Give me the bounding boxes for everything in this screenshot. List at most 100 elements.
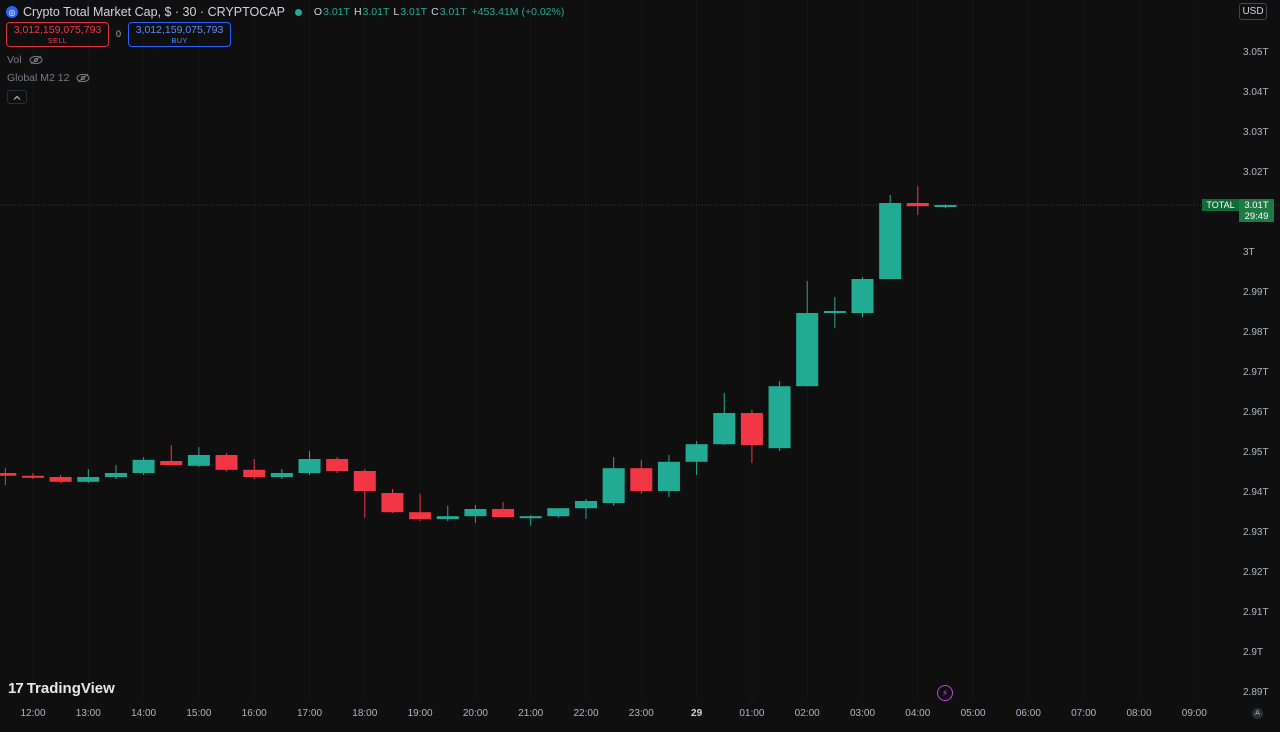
price-tick-label: 2.91T <box>1243 607 1269 618</box>
candle-body <box>132 459 155 473</box>
candle-body <box>353 471 376 491</box>
candle <box>0 468 17 485</box>
time-tick-label: 01:00 <box>739 708 765 719</box>
candle-body <box>104 473 127 477</box>
indicator-global-m2[interactable]: Global M2 12 <box>7 72 90 84</box>
candle-body <box>409 512 432 519</box>
market-status-dot <box>294 8 302 16</box>
price-tick-label: 2.95T <box>1243 447 1269 458</box>
indicator-vol-label: Vol <box>7 54 22 66</box>
last-price-value: 3.01T <box>1244 199 1269 211</box>
tradingview-wordmark: TradingView <box>26 680 115 697</box>
candle-body <box>22 475 44 478</box>
candle-body <box>298 459 321 473</box>
candle-body <box>575 501 597 509</box>
price-tick-label: 3T <box>1243 247 1255 258</box>
candle <box>77 469 100 483</box>
candle-body <box>879 203 902 279</box>
tradingview-mark-icon: 17 <box>8 680 24 697</box>
time-tick-label: 17:00 <box>296 708 323 719</box>
candle <box>187 447 210 467</box>
candle-body <box>934 205 957 207</box>
candle <box>713 393 736 445</box>
price-tick-label: 2.89T <box>1243 687 1269 698</box>
candle <box>160 445 183 465</box>
candle-body <box>49 477 72 482</box>
candle <box>685 441 708 475</box>
candle <box>464 505 487 523</box>
high-label: H <box>353 6 362 18</box>
spread-value: 0 <box>116 29 122 39</box>
last-price-label: 3.01T 29:49 <box>1239 199 1274 222</box>
candle <box>796 281 819 387</box>
price-tick-label: 3.03T <box>1243 127 1269 138</box>
close-value: 3.01T <box>439 6 467 18</box>
price-tick-label: 3.04T <box>1243 87 1269 98</box>
time-tick-label: 19:00 <box>407 708 433 719</box>
candle-body <box>796 313 819 387</box>
collapse-indicators-button[interactable] <box>7 90 27 104</box>
candle <box>657 455 680 497</box>
time-tick-label: 07:00 <box>1071 708 1097 719</box>
candle <box>602 457 625 506</box>
candle <box>575 499 597 519</box>
price-tick-label: 2.9T <box>1243 647 1264 658</box>
time-tick-label: 21:00 <box>518 708 544 719</box>
candle <box>547 508 570 518</box>
candle-body <box>519 516 542 519</box>
candle-body <box>77 477 100 482</box>
time-tick-label: 14:00 <box>131 708 157 719</box>
lightning-icon[interactable]: ⚡ <box>937 685 953 701</box>
low-value: 3.01T <box>400 6 428 18</box>
candle <box>934 204 957 209</box>
candle-body <box>160 461 183 465</box>
candle-body <box>768 386 791 449</box>
candle-body <box>630 468 653 491</box>
candle-body <box>713 413 736 445</box>
symbol-price-tag: TOTAL <box>1202 199 1239 211</box>
candle <box>215 453 238 471</box>
candle <box>630 459 653 494</box>
indicator-vol[interactable]: Vol <box>7 54 43 66</box>
candle <box>768 381 791 451</box>
bar-countdown: 29:49 <box>1244 210 1269 222</box>
candle-body <box>657 461 680 491</box>
open-label: O <box>313 6 323 18</box>
candle <box>436 505 459 521</box>
candle <box>906 186 929 215</box>
sell-button[interactable]: 3,012,159,075,793 SELL <box>6 22 109 47</box>
candle <box>298 451 321 475</box>
eye-slash-icon[interactable] <box>76 73 90 83</box>
price-tick-label: 2.97T <box>1243 367 1269 378</box>
price-tick-label: 2.94T <box>1243 487 1269 498</box>
time-tick-label: 18:00 <box>352 708 378 719</box>
candle <box>519 515 542 526</box>
candle <box>851 277 874 317</box>
price-tick-label: 2.92T <box>1243 567 1269 578</box>
candle-body <box>270 473 293 477</box>
candle-body <box>851 279 874 313</box>
symbol-title[interactable]: Crypto Total Market Cap, $ · 30 · CRYPTO… <box>23 5 285 19</box>
buy-label: BUY <box>171 35 188 45</box>
time-tick-label: 13:00 <box>75 708 101 719</box>
candle <box>353 469 376 518</box>
time-tick-label: 15:00 <box>186 708 212 719</box>
candle-body <box>436 516 459 519</box>
currency-selector[interactable]: USD <box>1239 3 1267 20</box>
candle <box>492 501 515 517</box>
time-tick-label: 06:00 <box>1015 708 1041 719</box>
time-tick-label: 12:00 <box>20 708 46 719</box>
tradingview-logo: 17 TradingView <box>8 680 115 697</box>
sell-price: 3,012,159,075,793 <box>13 23 102 36</box>
price-tick-label: 2.93T <box>1243 527 1269 538</box>
time-tick-label: 08:00 <box>1126 708 1152 719</box>
candle <box>740 409 763 463</box>
price-tick-label: 3.02T <box>1243 167 1269 178</box>
eye-slash-icon[interactable] <box>29 55 43 65</box>
auto-scale-button[interactable]: A <box>1252 708 1263 719</box>
candle-body <box>215 455 238 470</box>
candle <box>49 475 72 483</box>
candle-body <box>823 311 846 313</box>
buy-button[interactable]: 3,012,159,075,793 BUY <box>128 22 231 47</box>
